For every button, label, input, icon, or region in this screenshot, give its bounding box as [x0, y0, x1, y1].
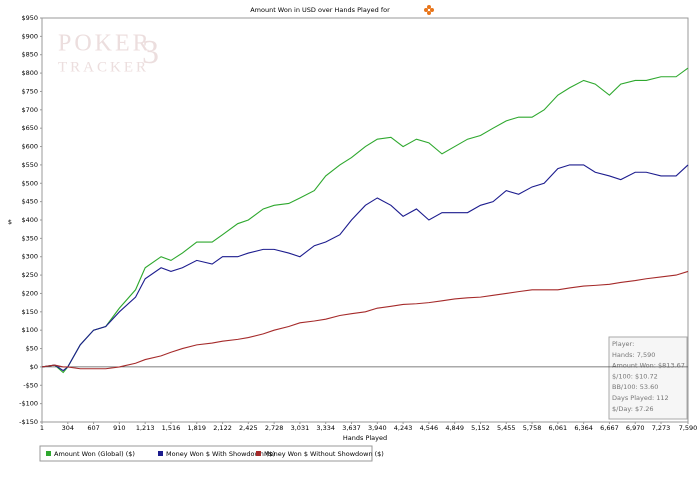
x-tick-label: 6,667: [600, 424, 619, 432]
x-tick-label: 1: [40, 424, 44, 432]
x-tick-label: 3,637: [342, 424, 361, 432]
series-line: [41, 270, 689, 370]
watermark: TRACKER: [58, 59, 149, 75]
y-tick-label: $50: [26, 345, 38, 353]
y-tick-label: $0: [30, 363, 38, 371]
y-tick-label: $700: [21, 106, 38, 114]
y-tick-label: $650: [21, 124, 38, 132]
y-tick-label: $750: [21, 87, 38, 95]
y-tick-label: -$50: [23, 381, 38, 389]
x-tick-label: 6,970: [626, 424, 645, 432]
info-line: Amount Won: $813.67: [612, 362, 685, 370]
y-tick-label: $250: [21, 271, 38, 279]
y-tick-label: $600: [21, 143, 38, 151]
x-tick-label: 910: [113, 424, 125, 432]
y-tick-label: $150: [21, 308, 38, 316]
x-tick-label: 6,061: [549, 424, 568, 432]
y-tick-label: -$100: [19, 400, 38, 408]
info-line: Hands: 7,590: [612, 351, 655, 359]
x-tick-label: 1,213: [136, 424, 155, 432]
y-tick-label: $550: [21, 161, 38, 169]
chart-title: Amount Won in USD over Hands Played for: [250, 6, 390, 14]
x-tick-label: 4,243: [394, 424, 413, 432]
x-tick-label: 3,031: [291, 424, 310, 432]
legend-swatch: [158, 451, 163, 456]
y-tick-label: $900: [21, 32, 38, 40]
y-tick-label: $100: [21, 326, 38, 334]
x-tick-label: 5,152: [471, 424, 490, 432]
y-axis-label: $: [8, 218, 12, 226]
x-tick-label: 4,849: [445, 424, 464, 432]
info-line: Player:: [612, 340, 634, 348]
legend: [39, 445, 373, 462]
x-tick-label: 607: [87, 424, 99, 432]
legend-label: Money Won $ With Showdown ($): [166, 450, 275, 458]
title-icon: [424, 5, 434, 15]
x-tick-label: 2,728: [265, 424, 284, 432]
y-tick-label: $500: [21, 179, 38, 187]
info-line: $/Day: $7.26: [612, 405, 654, 413]
y-tick-label: $800: [21, 69, 38, 77]
info-box: Player: Hands: 7,590 Amount Won: $813.67 $/…: [608, 336, 688, 420]
series-line: [41, 67, 689, 374]
info-line: Days Played: 112: [612, 394, 669, 402]
x-tick-label: 1,516: [162, 424, 181, 432]
legend-swatch: [256, 451, 261, 456]
watermark: POKER: [58, 31, 152, 57]
legend-label: Amount Won (Global) ($): [54, 450, 135, 458]
y-tick-label: $350: [21, 234, 38, 242]
x-tick-label: 4,546: [420, 424, 439, 432]
legend-swatch: [46, 451, 51, 456]
x-axis-label: Hands Played: [343, 434, 387, 442]
x-tick-label: 7,273: [652, 424, 671, 432]
x-tick-label: 6,364: [574, 424, 593, 432]
info-line: $/100: $10.72: [612, 372, 658, 380]
x-tick-label: 304: [62, 424, 74, 432]
y-tick-label: $450: [21, 198, 38, 206]
y-tick-label: $950: [21, 14, 38, 22]
x-tick-label: 3,334: [316, 424, 335, 432]
x-tick-label: 1,819: [187, 424, 206, 432]
y-tick-label: $200: [21, 289, 38, 297]
x-tick-label: 7,590: [679, 424, 698, 432]
info-box-frame: [608, 336, 688, 420]
legend-label: Money Won $ Without Showdown ($): [264, 450, 384, 458]
series-line: [41, 164, 689, 372]
watermark: 3: [142, 34, 162, 71]
info-line: BB/100: 53.60: [612, 383, 658, 391]
x-tick-label: 2,425: [239, 424, 258, 432]
x-tick-label: 2,122: [213, 424, 232, 432]
y-tick-label: -$150: [19, 418, 38, 426]
y-tick-label: $850: [21, 51, 38, 59]
y-tick-label: $300: [21, 253, 38, 261]
y-tick-label: $400: [21, 216, 38, 224]
x-tick-label: 5,455: [497, 424, 516, 432]
x-tick-label: 3,940: [368, 424, 387, 432]
x-tick-label: 5,758: [523, 424, 542, 432]
